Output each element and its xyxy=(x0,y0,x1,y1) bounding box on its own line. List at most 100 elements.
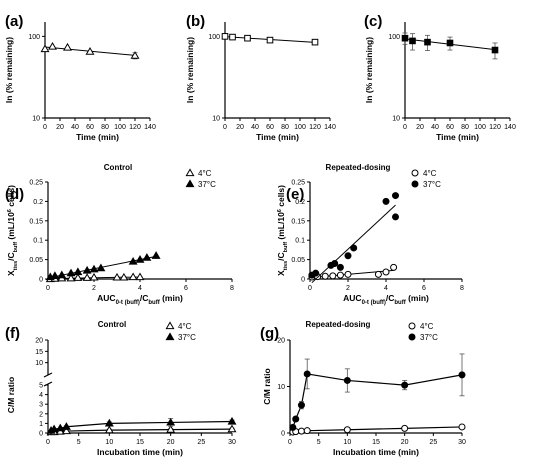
x-tick-label: 60 xyxy=(446,124,454,131)
y-tick-label: 4 xyxy=(39,392,43,399)
y-axis-label: Xtiss/Cbuff (mL/106 cells) xyxy=(6,185,19,276)
series-e-0 xyxy=(308,263,398,281)
y-tick-label: 100 xyxy=(28,34,40,41)
data-point xyxy=(73,273,83,281)
x-tick-label: 25 xyxy=(197,439,205,446)
data-point xyxy=(292,415,300,423)
legend-label: 37°C xyxy=(178,333,196,342)
x-tick-label: 6 xyxy=(422,285,426,292)
x-tick-label: 5 xyxy=(317,439,321,446)
data-point xyxy=(61,426,71,435)
x-tick-label: 120 xyxy=(489,124,501,131)
y-tick-label: 3 xyxy=(39,402,43,409)
x-tick-label: 140 xyxy=(324,124,336,131)
y-axis-label: C/M ratio xyxy=(6,377,16,413)
x-axis-label: Incubation time (min) xyxy=(97,447,183,457)
data-point xyxy=(401,381,409,389)
legend-entry: 4°C xyxy=(185,168,212,178)
y-tick-label: 0.05 xyxy=(291,257,305,264)
legend-entry: 4°C xyxy=(411,169,437,178)
data-point xyxy=(343,426,351,434)
data-point xyxy=(135,272,145,281)
data-point xyxy=(227,416,237,425)
y-tick-label: 10 xyxy=(392,116,400,123)
y-tick-label: 0.2 xyxy=(295,199,305,206)
series-line xyxy=(292,426,463,433)
x-tick-label: 100 xyxy=(294,124,306,131)
x-tick-label: 40 xyxy=(71,124,79,131)
data-point xyxy=(49,424,59,433)
x-tick-label: 5 xyxy=(77,439,81,446)
data-point xyxy=(82,265,92,274)
x-tick-label: 10 xyxy=(343,439,351,446)
y-tick-label: 0.1 xyxy=(33,238,43,245)
x-tick-label: 60 xyxy=(86,124,94,131)
x-tick-label: 40 xyxy=(431,124,439,131)
panel-d: (d) 0 2 4 6 8 0 0.05 0.1 0.15 0.2 0.25 AUC0-t (buff)… xyxy=(5,163,234,306)
data-point xyxy=(82,273,92,281)
data-point xyxy=(229,33,236,41)
legend-marker xyxy=(185,168,195,177)
x-tick-label: 0 xyxy=(308,285,312,292)
data-point xyxy=(244,34,251,42)
x-axis-label: Time (min) xyxy=(76,132,119,142)
fit-line xyxy=(311,204,396,284)
legend-entry: 4°C xyxy=(408,322,434,331)
data-point xyxy=(166,417,176,426)
legend-marker xyxy=(411,169,419,177)
legend-marker xyxy=(165,321,175,330)
data-point xyxy=(73,267,83,276)
data-point xyxy=(57,270,67,279)
legend-marker xyxy=(408,322,416,330)
data-point xyxy=(336,263,344,271)
data-point xyxy=(297,401,305,409)
y-axis-label: ln (% remaining) xyxy=(185,37,195,103)
y-axis-label: ln (% remaining) xyxy=(364,37,374,103)
legend-label: 4°C xyxy=(423,169,437,178)
panel-label-f: (f) xyxy=(5,325,20,342)
series-line xyxy=(292,373,463,428)
panel-label-c: (c) xyxy=(364,13,382,30)
data-point xyxy=(344,270,352,278)
x-tick-label: 100 xyxy=(114,124,126,131)
data-point xyxy=(297,427,305,435)
y-tick-label: 0 xyxy=(39,431,43,438)
legend-label: 37°C xyxy=(423,180,441,189)
data-point xyxy=(142,253,152,261)
x-axis-label: AUC0-t (buff)/Cbuff (min) xyxy=(343,293,429,306)
y-axis-label: Xtiss/Cbuff (mL/106 cells) xyxy=(276,185,289,276)
x-tick-label: 2 xyxy=(346,285,350,292)
x-axis-label: Time (min) xyxy=(256,132,299,142)
chart-title: Control xyxy=(98,320,126,329)
data-point xyxy=(55,423,65,432)
data-point xyxy=(321,272,329,280)
data-point xyxy=(48,41,57,50)
data-point xyxy=(221,33,229,40)
data-point xyxy=(401,34,409,42)
data-point xyxy=(329,272,337,280)
legend-label: 4°C xyxy=(178,322,192,331)
panel-label-a: (a) xyxy=(5,13,23,30)
y-tick-label: 5 xyxy=(39,383,43,390)
x-tick-label: 25 xyxy=(429,439,437,446)
data-point xyxy=(350,244,358,252)
x-tick-label: 80 xyxy=(281,124,289,131)
x-axis-label: Time (min) xyxy=(436,132,479,142)
axis-break-mark xyxy=(43,372,53,378)
y-axis-label: ln (% remaining) xyxy=(4,37,14,103)
series-b-0 xyxy=(221,33,319,46)
x-tick-label: 100 xyxy=(474,124,486,131)
x-tick-label: 8 xyxy=(230,285,234,292)
data-point xyxy=(458,423,466,431)
legend-entry: 37°C xyxy=(411,180,441,189)
data-point xyxy=(135,255,145,263)
y-tick-label: 1 xyxy=(39,421,43,428)
series-c-0 xyxy=(401,32,499,60)
panel-label-b: (b) xyxy=(186,13,205,30)
x-tick-label: 4 xyxy=(138,285,142,292)
x-tick-label: 120 xyxy=(309,124,321,131)
legend-entry: 37°C xyxy=(185,179,216,189)
y-tick-label: 0.25 xyxy=(29,180,43,187)
